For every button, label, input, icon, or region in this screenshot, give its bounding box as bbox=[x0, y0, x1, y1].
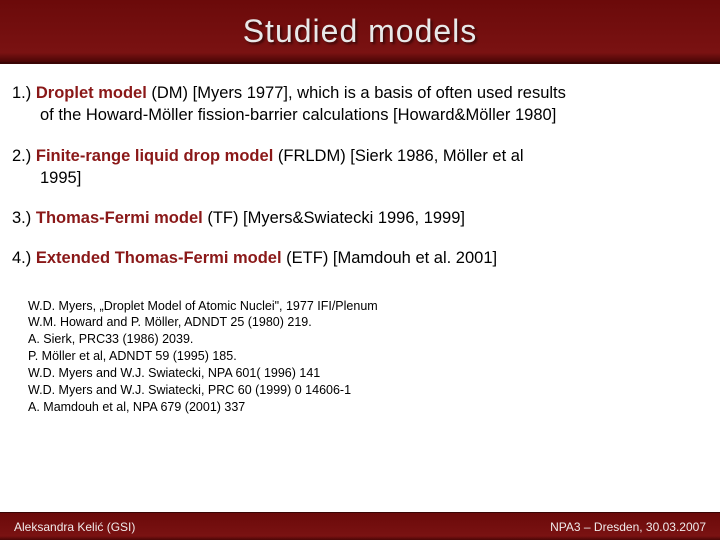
slide-content: 1.) Droplet model (DM) [Myers 1977], whi… bbox=[0, 64, 720, 416]
model-item-2: 2.) Finite-range liquid drop model (FRLD… bbox=[12, 145, 708, 190]
model-name: Finite-range liquid drop model bbox=[36, 147, 273, 165]
item-text: (FRLDM) [Sierk 1986, Möller et al bbox=[273, 147, 523, 165]
model-name: Extended Thomas-Fermi model bbox=[36, 249, 282, 267]
model-item-4: 4.) Extended Thomas-Fermi model (ETF) [M… bbox=[12, 247, 708, 269]
model-item-1: 1.) Droplet model (DM) [Myers 1977], whi… bbox=[12, 82, 708, 127]
footer-event: NPA3 – Dresden, 30.03.2007 bbox=[550, 520, 706, 534]
item-number: 3.) bbox=[12, 209, 31, 227]
slide-header: Studied models bbox=[0, 0, 720, 64]
references-block: W.D. Myers, „Droplet Model of Atomic Nuc… bbox=[12, 298, 708, 416]
slide-footer: Aleksandra Kelić (GSI) NPA3 – Dresden, 3… bbox=[0, 512, 720, 540]
reference-line: P. Möller et al, ADNDT 59 (1995) 185. bbox=[28, 348, 708, 365]
model-name: Thomas-Fermi model bbox=[36, 209, 203, 227]
model-item-3: 3.) Thomas-Fermi model (TF) [Myers&Swiat… bbox=[12, 207, 708, 229]
reference-line: A. Sierk, PRC33 (1986) 2039. bbox=[28, 331, 708, 348]
item-continuation: of the Howard-Möller fission-barrier cal… bbox=[12, 104, 708, 126]
item-number: 4.) bbox=[12, 249, 31, 267]
item-continuation: 1995] bbox=[12, 167, 708, 189]
footer-author: Aleksandra Kelić (GSI) bbox=[14, 520, 135, 534]
item-number: 1.) bbox=[12, 84, 31, 102]
model-name: Droplet model bbox=[36, 84, 147, 102]
reference-line: W.M. Howard and P. Möller, ADNDT 25 (198… bbox=[28, 314, 708, 331]
reference-line: W.D. Myers and W.J. Swiatecki, PRC 60 (1… bbox=[28, 382, 708, 399]
reference-line: A. Mamdouh et al, NPA 679 (2001) 337 bbox=[28, 399, 708, 416]
slide-title: Studied models bbox=[243, 13, 478, 50]
reference-line: W.D. Myers, „Droplet Model of Atomic Nuc… bbox=[28, 298, 708, 315]
item-text: (TF) [Myers&Swiatecki 1996, 1999] bbox=[203, 209, 465, 227]
item-text: (ETF) [Mamdouh et al. 2001] bbox=[282, 249, 498, 267]
item-text: (DM) [Myers 1977], which is a basis of o… bbox=[147, 84, 566, 102]
reference-line: W.D. Myers and W.J. Swiatecki, NPA 601( … bbox=[28, 365, 708, 382]
item-number: 2.) bbox=[12, 147, 31, 165]
